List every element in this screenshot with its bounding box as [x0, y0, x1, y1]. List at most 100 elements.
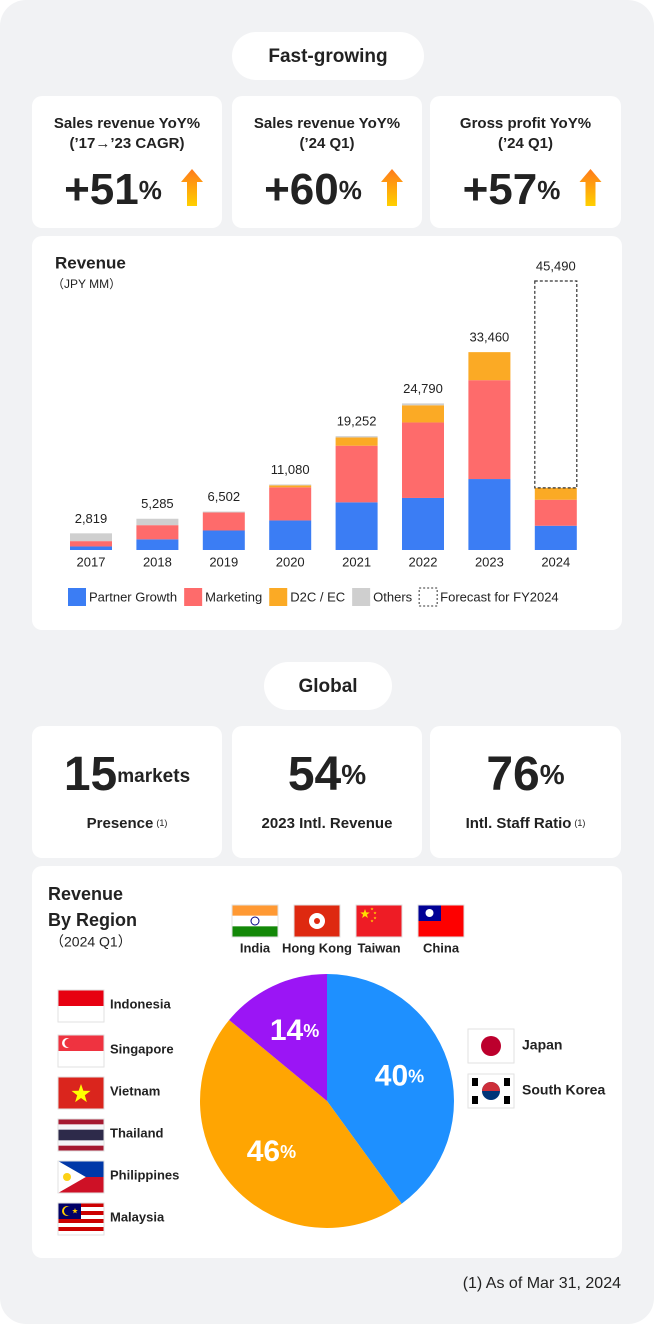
flag-part: [250, 916, 260, 926]
total-label: 2,819: [75, 511, 108, 526]
kpi-label: Gross profit YoY%: [460, 115, 591, 132]
kpi-unit: %: [139, 175, 162, 205]
arrow-icon: [381, 169, 403, 206]
pie-unit: %: [408, 1066, 424, 1086]
kpi-note: (1): [156, 818, 167, 828]
kpi-unit: %: [339, 175, 362, 205]
x-tick-label: 2022: [409, 554, 438, 569]
kpi-number: +51: [64, 165, 139, 214]
kpi-card: [32, 96, 222, 228]
pie-label: 40%: [375, 1059, 424, 1092]
x-tick-label: 2017: [77, 554, 106, 569]
bar-segment: [70, 533, 112, 542]
kpi-label: (’17→’23 CAGR): [69, 135, 184, 152]
flag-label: Singapore: [110, 1041, 174, 1056]
kpi-number: +57: [463, 165, 538, 214]
total-label: 24,790: [403, 381, 443, 396]
flag-part: [58, 990, 104, 1007]
total-label: 45,490: [536, 258, 576, 273]
chart-title: Revenue: [55, 253, 126, 272]
kpi-unit: %: [341, 759, 366, 790]
flag-part: [232, 915, 278, 927]
kpi-card: [430, 726, 621, 858]
kpi-value: 15markets: [64, 748, 190, 801]
flag-part: [72, 1208, 78, 1214]
flag-part: [425, 909, 434, 917]
flag-part: [472, 1096, 478, 1104]
bar-segment: [335, 436, 378, 438]
bar-segment: [335, 445, 378, 503]
kpi-card: [232, 726, 422, 858]
pie-title: By Region: [48, 910, 137, 930]
flag-part: [373, 916, 377, 920]
legend-label: Forecast for FY2024: [440, 589, 559, 604]
flag-label: India: [240, 940, 271, 955]
flag-part: [58, 1051, 104, 1068]
kpi-note: (1): [574, 818, 585, 828]
flag-label: Hong Kong: [282, 940, 352, 955]
badge: [232, 32, 424, 80]
flag-frame: [467, 1028, 515, 1064]
bar-segment: [269, 485, 312, 488]
flag-part: [314, 918, 320, 924]
arrow-icon: [579, 169, 602, 206]
flag-part: [58, 1119, 104, 1125]
legend-swatch: [352, 588, 371, 606]
kpi-number: +60: [264, 165, 339, 214]
bar-segment: [402, 497, 444, 550]
flag-part: [482, 1082, 500, 1091]
flag-part: [71, 1084, 91, 1103]
kpi-value: +57%: [463, 165, 561, 214]
flag-part: [356, 905, 402, 938]
arrow-icon: [181, 169, 203, 206]
flag-part: [58, 1140, 104, 1146]
pie-value: 40: [375, 1059, 408, 1092]
kpi-card: [430, 96, 621, 228]
kpi-label-text: Presence: [87, 815, 154, 832]
flag-label: Malaysia: [110, 1209, 165, 1224]
kpi-value: 76%: [486, 748, 564, 801]
bar-segment: [468, 479, 511, 550]
chart-subtitle: （JPY MM）: [52, 277, 121, 291]
bar-segment: [269, 487, 312, 521]
bar-segment: [534, 499, 577, 526]
kpi-label: Presence (1): [87, 815, 168, 832]
kpi-label: Sales revenue YoY%: [254, 115, 400, 132]
kpi-number: 76: [486, 748, 539, 801]
pie-label: 46%: [247, 1135, 296, 1168]
flag-frame: [293, 904, 341, 938]
kpi-label: Sales revenue YoY%: [54, 115, 200, 132]
content: Sales revenue YoY% (’17→’23 CAGR) +51% Sale…: [32, 96, 621, 1236]
flag-part: [58, 1006, 104, 1023]
x-tick-label: 2018: [143, 554, 172, 569]
bar-segment: [534, 525, 577, 550]
flag-part: [64, 1038, 74, 1048]
flag-label: Thailand: [110, 1125, 164, 1140]
total-label: 5,285: [141, 496, 174, 511]
kpi-label-text: 2023 Intl. Revenue: [262, 815, 393, 832]
bar-segment: [402, 422, 444, 498]
x-tick-label: 2021: [342, 554, 371, 569]
flag-part: [63, 1173, 71, 1181]
kpi-number: 54: [288, 748, 342, 801]
flag-frame: [231, 904, 279, 938]
pie-title: Revenue: [48, 884, 123, 904]
legend-label: D2C / EC: [290, 589, 345, 604]
bar-segment: [269, 484, 312, 486]
legend-label: Others: [373, 589, 413, 604]
bar-segment: [534, 487, 577, 500]
pie-unit: %: [280, 1142, 296, 1162]
flag-label: Philippines: [110, 1167, 179, 1182]
bar-segment: [70, 541, 112, 547]
flag-frame: [57, 1076, 105, 1110]
total-label: 33,460: [470, 330, 510, 345]
pie-unit: %: [303, 1021, 319, 1041]
kpi-value: +51%: [64, 165, 162, 214]
flag-frame: [57, 989, 105, 1023]
bar-segment: [136, 518, 179, 526]
flag-label: Indonesia: [110, 996, 171, 1011]
kpi-card: [32, 726, 222, 858]
flag-part: [370, 907, 374, 911]
x-tick-label: 2024: [541, 554, 570, 569]
total-label: 11,080: [271, 462, 310, 477]
